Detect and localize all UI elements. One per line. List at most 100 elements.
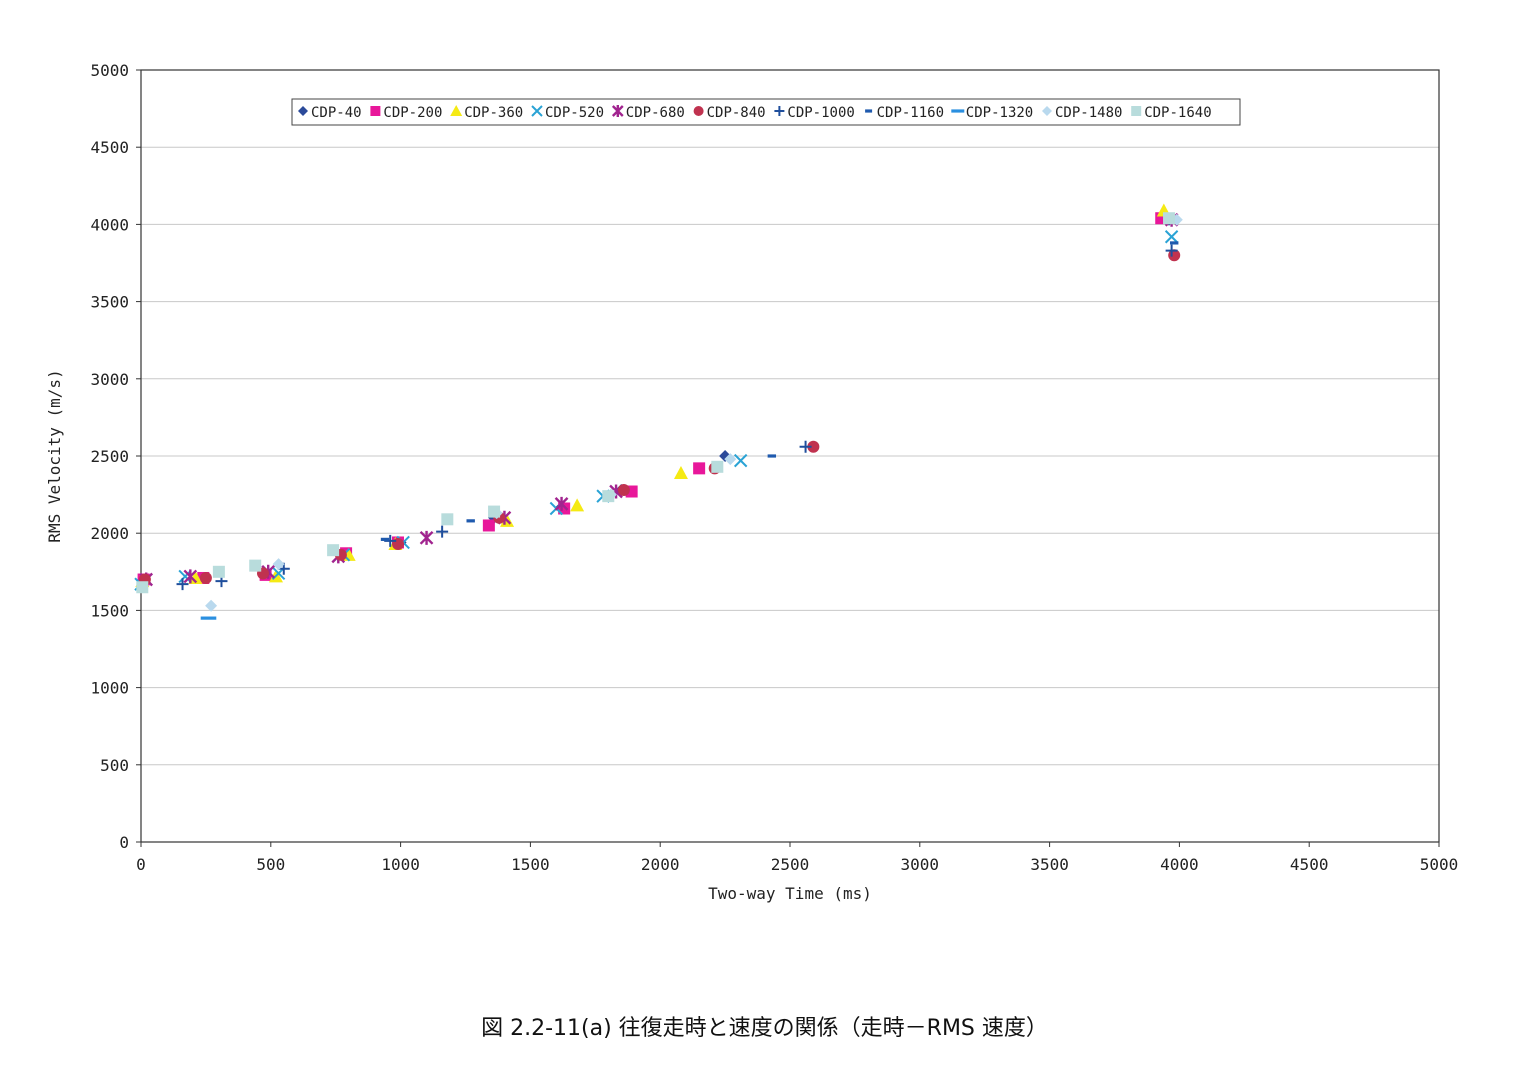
legend-label: CDP-200 (383, 105, 442, 121)
legend-item-cdp-1480: CDP-1480 (1042, 105, 1122, 121)
y-tick-label: 3500 (90, 293, 129, 312)
legend-label: CDP-40 (311, 105, 362, 121)
x-tick-label: 2500 (771, 855, 810, 874)
data-point (436, 525, 449, 538)
y-tick-label: 1000 (90, 679, 129, 698)
x-tick-label: 3000 (901, 855, 940, 874)
data-point (176, 578, 189, 591)
legend-label: CDP-1160 (877, 105, 944, 121)
data-point (1165, 244, 1178, 257)
legend-swatch (1131, 106, 1142, 116)
data-point (392, 538, 405, 551)
legend-label: CDP-1000 (787, 105, 854, 121)
data-point (617, 483, 630, 496)
series-cdp-360 (135, 203, 1171, 588)
gridlines (141, 146, 1439, 766)
data-point (602, 490, 615, 503)
series-cdp-1640 (136, 212, 1176, 594)
legend-item-cdp-1000: CDP-1000 (774, 105, 855, 121)
data-point (558, 502, 571, 515)
legend-swatch (370, 106, 381, 116)
series-cdp-200 (137, 212, 1168, 586)
data-point (570, 498, 585, 512)
data-point (807, 440, 820, 453)
data-point (767, 454, 777, 458)
data-point (1170, 241, 1179, 245)
series-cdp-1000 (176, 244, 1178, 591)
x-tick-label: 4000 (1160, 855, 1199, 874)
legend-label: CDP-360 (464, 105, 523, 121)
legend-swatch (1042, 106, 1052, 116)
legend-label: CDP-680 (626, 105, 685, 121)
series-cdp-840 (138, 249, 1181, 586)
legend-label: CDP-1320 (966, 105, 1033, 121)
y-tick-label: 2500 (90, 447, 129, 466)
legend-item-cdp-1160: CDP-1160 (865, 105, 944, 121)
legend: CDP-40 CDP-200 CDP-360 CDP-520 CDP-680 CDP-84… (291, 98, 1241, 126)
y-tick-label: 1500 (90, 601, 129, 620)
data-point (673, 465, 688, 479)
x-tick-label: 0 (136, 855, 146, 874)
data-point (482, 519, 495, 532)
data-point (554, 496, 569, 511)
series-cdp-40 (138, 213, 1176, 589)
legend-label: CDP-840 (707, 105, 766, 121)
y-tick-label: 5000 (90, 61, 129, 80)
data-points (134, 203, 1183, 620)
data-point (693, 462, 706, 475)
legend-item-cdp-840: CDP-840 (693, 105, 766, 121)
x-tick-label: 1500 (511, 855, 550, 874)
series-cdp-1160 (380, 241, 1179, 541)
legend-swatch (865, 109, 873, 113)
x-tick-label: 500 (256, 855, 285, 874)
data-point (724, 453, 737, 466)
data-point (205, 599, 218, 612)
data-point (733, 453, 748, 468)
data-point (183, 569, 198, 584)
y-axis-title: RMS Velocity (m/s) (45, 369, 64, 542)
legend-item-cdp-680: CDP-680 (611, 105, 685, 121)
x-tick-label: 1000 (381, 855, 420, 874)
y-tick-label: 0 (119, 833, 129, 852)
legend-swatch (450, 105, 463, 116)
data-point (441, 513, 454, 526)
legend-swatch (611, 105, 624, 117)
legend-swatch (298, 106, 308, 116)
data-point (249, 559, 262, 572)
legend-item-cdp-40: CDP-40 (298, 105, 362, 121)
legend-item-cdp-1640: CDP-1640 (1131, 105, 1212, 121)
data-point (136, 581, 149, 594)
data-point (799, 440, 812, 453)
y-tick-label: 3000 (90, 370, 129, 389)
data-point (272, 558, 285, 571)
x-tick-label: 5000 (1420, 855, 1459, 874)
y-tick-label: 4000 (90, 215, 129, 234)
series-cdp-680 (139, 212, 1179, 587)
x-tick-label: 4500 (1290, 855, 1329, 874)
legend-swatch (531, 105, 543, 117)
data-point (711, 460, 724, 473)
data-point (419, 530, 434, 545)
y-axis-ticks: 0 500 1000 1500 2000 2500 3000 3500 4000 4500 5000 (90, 61, 141, 852)
data-point (488, 505, 501, 518)
legend-label: CDP-1480 (1055, 105, 1122, 121)
legend-item-cdp-1320: CDP-1320 (951, 105, 1033, 121)
data-point (188, 570, 203, 584)
y-tick-label: 2000 (90, 524, 129, 543)
y-tick-label: 4500 (90, 138, 129, 157)
data-point (1164, 230, 1179, 244)
figure-caption: 図 2.2-11(a) 往復走時と速度の関係（走時－RMS 速度） (481, 1016, 1048, 1041)
x-tick-label: 2000 (641, 855, 680, 874)
data-point (199, 571, 212, 584)
legend-item-cdp-360: CDP-360 (450, 105, 523, 121)
legend-item-cdp-200: CDP-200 (370, 105, 442, 121)
series-cdp-520 (134, 230, 1179, 591)
legend-label: CDP-520 (545, 105, 604, 121)
legend-label: CDP-1640 (1144, 105, 1211, 121)
legend-item-cdp-520: CDP-520 (531, 105, 604, 121)
legend-swatch (774, 106, 785, 116)
legend-box (291, 98, 1241, 126)
data-point (380, 537, 390, 541)
legend-swatch (951, 109, 965, 113)
